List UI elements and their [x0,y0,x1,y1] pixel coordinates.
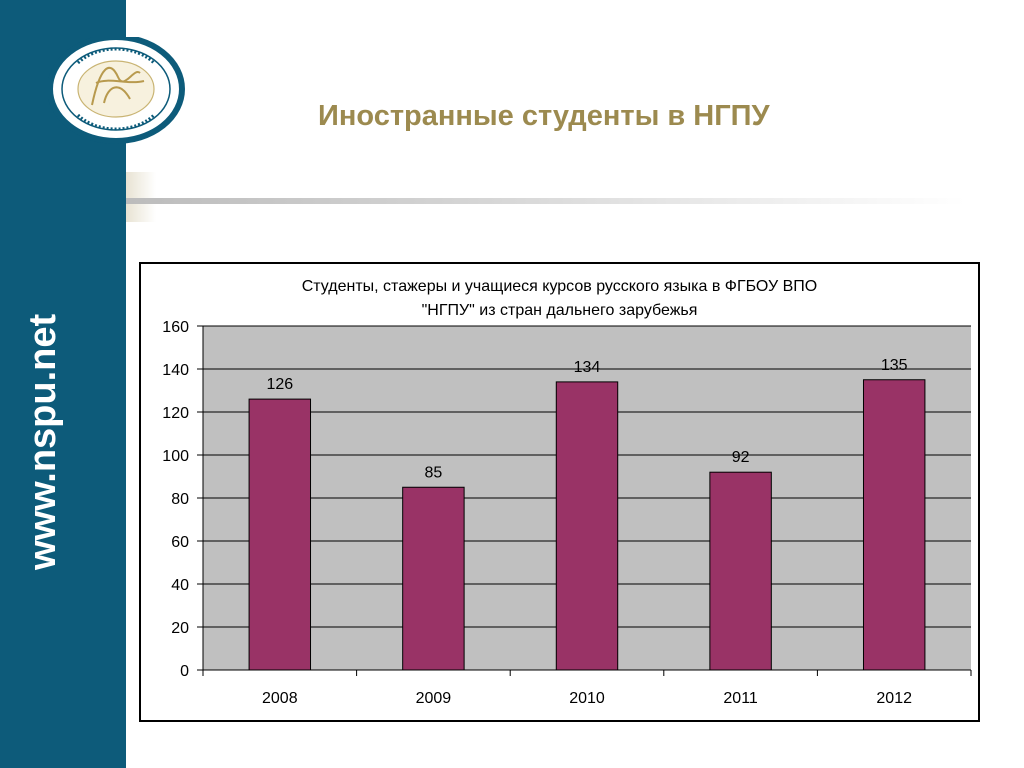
site-url: www.nspu.net [22,313,64,570]
university-logo [47,34,188,147]
bar [402,486,465,671]
data-label: 135 [881,357,908,374]
y-tick-label: 80 [171,491,189,508]
y-tick-label: 40 [171,577,189,594]
bar [862,379,926,671]
bar [709,471,772,671]
slide-title: Иностранные студенты в НГПУ [318,100,770,132]
y-tick-label: 100 [162,448,189,465]
chart-title-line1: Студенты, стажеры и учащиеся курсов русс… [301,278,818,295]
data-label: 85 [425,464,443,481]
decor-strip [126,172,156,222]
decor-divider [126,198,966,204]
bar [248,398,312,671]
y-tick-label: 20 [171,620,189,637]
chart-frame: Студенты, стажеры и учащиеся курсов русс… [139,262,980,722]
x-tick-label: 2009 [416,690,452,707]
chart-title-line2: "НГПУ" из стран дальнего зарубежья [421,302,698,319]
x-tick-label: 2012 [876,690,912,707]
data-label: 126 [266,376,293,393]
bar [555,381,619,671]
x-tick-label: 2011 [723,690,758,707]
data-label: 92 [732,449,750,466]
x-tick-label: 2008 [262,690,298,707]
y-tick-label: 0 [180,663,189,680]
y-tick-label: 60 [171,534,189,551]
bar-chart: 0 20 40 60 80 100 120 140 160 126 2008 85 2009 134 201… [162,319,972,707]
x-tick-label: 2010 [569,690,605,707]
y-tick-label: 120 [162,405,189,422]
y-tick-label: 140 [162,362,189,379]
data-label: 134 [574,359,601,376]
y-tick-label: 160 [162,319,189,336]
